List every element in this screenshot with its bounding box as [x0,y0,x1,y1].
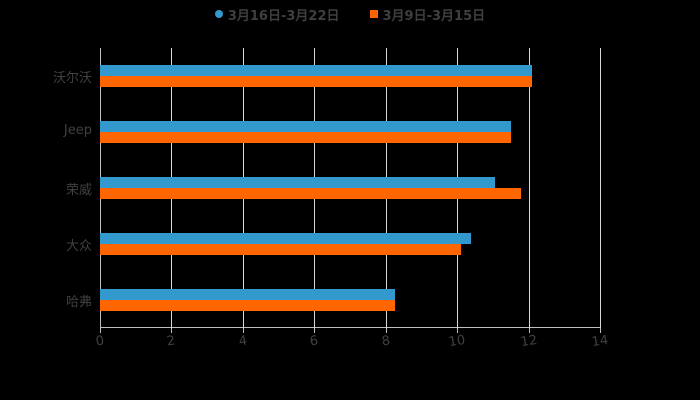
bar[interactable] [100,289,395,300]
bar[interactable] [100,177,495,188]
gridline [528,48,530,328]
bar[interactable] [100,132,511,143]
legend-item[interactable]: 3月9日-3月15日 [369,4,486,24]
bar[interactable] [100,300,395,311]
legend-label: 3月9日-3月15日 [382,8,486,24]
x-tick [457,328,459,333]
bar[interactable] [100,188,522,199]
x-tick [171,328,173,333]
x-tick-label: 0 [94,333,106,350]
x-tick-label: 10 [447,332,467,351]
x-tick [600,328,601,333]
bar[interactable] [100,121,511,132]
x-tick [385,328,387,333]
y-category-label: 荣威 [65,183,92,198]
x-tick-label: 8 [380,333,391,350]
y-category-label: 大众 [65,239,92,254]
y-category-label: 沃尔沃 [52,71,92,86]
x-tick-label: 14 [590,332,610,351]
legend-swatch-icon [214,10,223,18]
x-tick [314,328,316,333]
legend: 3月16日-3月22日 3月9日-3月15日 [0,4,700,24]
x-tick [100,328,101,333]
x-tick-label: 4 [237,333,248,350]
legend-label: 3月16日-3月22日 [227,8,340,24]
gridline [600,48,601,328]
bar[interactable] [100,76,533,87]
bar[interactable] [100,233,472,244]
x-tick [242,328,244,333]
plot-area: 0 2 4 6 8 10 12 14 [95,48,609,350]
x-tick-label: 2 [166,333,177,350]
legend-swatch-icon [369,10,378,18]
x-axis-line [100,327,600,328]
bar[interactable] [100,244,461,255]
x-tick-label: 6 [309,333,320,350]
bar[interactable] [100,65,533,76]
legend-item[interactable]: 3月16日-3月22日 [214,4,340,24]
y-category-label: 哈弗 [65,295,92,310]
x-tick [528,328,530,333]
x-tick-label: 12 [519,332,538,351]
y-category-label: Jeep [63,123,92,138]
